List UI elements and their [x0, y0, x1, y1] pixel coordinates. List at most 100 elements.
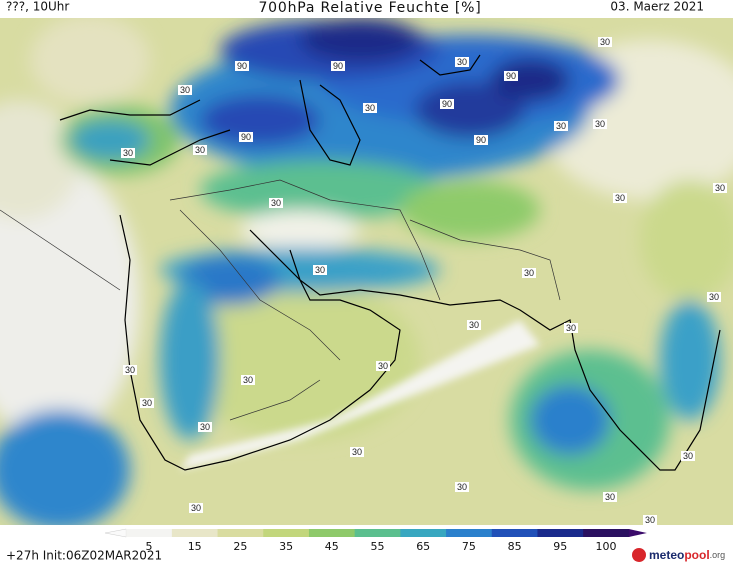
header-left: ???, 10Uhr [6, 0, 69, 14]
brand-org: .org [710, 550, 726, 560]
contour-label: 30 [191, 503, 201, 513]
colorbar-segment [583, 529, 630, 537]
colorbar-tick-label: 95 [553, 540, 567, 553]
contour-label-box [363, 103, 377, 113]
contour-label: 30 [556, 121, 566, 131]
colorbar-segment [537, 529, 584, 537]
colorbar-segment [400, 529, 447, 537]
header-right: 03. Maerz 2021 [610, 0, 704, 14]
contour-label-box [331, 61, 345, 71]
colorbar-tick-label: 100 [596, 540, 617, 553]
colorbar-segment [446, 529, 493, 537]
contour-label: 30 [615, 193, 625, 203]
colorbar-tick-label: 25 [233, 540, 247, 553]
brand-icon [632, 548, 646, 562]
contour-label-box [554, 121, 568, 131]
colorbar-segment [126, 529, 173, 537]
brand-meteo: meteo [649, 548, 684, 562]
contour-label-box [467, 320, 481, 330]
contour-label-box [140, 398, 154, 408]
colorbar-segment [171, 529, 219, 537]
contour-label: 90 [333, 61, 343, 71]
contour-label-box [235, 61, 249, 71]
contour-label-box [455, 57, 469, 67]
contour-label-box [198, 422, 212, 432]
contour-label: 30 [378, 361, 388, 371]
contour-label: 90 [506, 71, 516, 81]
colorbar-segment [491, 529, 538, 537]
contour-label: 30 [683, 451, 693, 461]
contour-label: 30 [271, 198, 281, 208]
contour-label-box [681, 451, 695, 461]
contour-label: 30 [715, 183, 725, 193]
contour-label: 30 [142, 398, 152, 408]
contour-label: 30 [645, 515, 655, 525]
map: 90 90 90 90 90 90 30 30 30 30 30 30 30 30 30 30 30 30 30 30… [0, 18, 733, 525]
contour-label: 30 [195, 145, 205, 155]
contour-label-box [593, 119, 607, 129]
contour-label-box [313, 265, 327, 275]
contour-label: 30 [457, 57, 467, 67]
dry-streak [180, 320, 540, 470]
contour-label: 30 [566, 323, 576, 333]
contour-label-box [598, 37, 612, 47]
contour-label-box [189, 503, 203, 513]
contour-label-box [643, 515, 657, 525]
colorbar-segment [217, 529, 264, 537]
contour-label: 90 [241, 132, 251, 142]
colorbar-tick-label: 85 [508, 540, 522, 553]
contour-label: 30 [123, 148, 133, 158]
contour-label-box [376, 361, 390, 371]
colorbar-tick-label: 65 [416, 540, 430, 553]
colorbar-tick-label: 5 [146, 540, 153, 553]
contour-label-box [707, 292, 721, 302]
contour-label: 30 [243, 375, 253, 385]
title: 700hPa Relative Feuchte [%] [258, 0, 481, 16]
colorbar-tick-label: 75 [462, 540, 476, 553]
contour-label-box [350, 447, 364, 457]
colorbar-tick-label: 35 [279, 540, 293, 553]
contour-label: 90 [442, 99, 452, 109]
contour-label-box [269, 198, 283, 208]
contour-label-box [241, 375, 255, 385]
contour-label-box [713, 183, 727, 193]
colorbar-segment [308, 529, 356, 537]
colorbar-tick-label: 15 [188, 540, 202, 553]
run-info: +27h Init:06Z02MAR2021 [6, 549, 162, 563]
contour-label-box [193, 145, 207, 155]
contour-label: 30 [524, 268, 534, 278]
contour-label-box [121, 148, 135, 158]
brand-pool: pool [684, 548, 709, 562]
contour-label: 30 [352, 447, 362, 457]
colorbar-segment [354, 529, 401, 537]
contour-label-box [603, 492, 617, 502]
contour-label: 30 [469, 320, 479, 330]
contour-label-box [123, 365, 137, 375]
contour-label: 30 [125, 365, 135, 375]
contour-label: 30 [595, 119, 605, 129]
colorbar-right-end [628, 529, 647, 537]
borders [0, 179, 561, 421]
brand: meteopool.org [632, 548, 725, 562]
contour-label: 90 [237, 61, 247, 71]
colorbar-segment [263, 529, 310, 537]
contour-label: 90 [476, 135, 486, 145]
colorbar: 5 15 25 35 45 55 65 75 85 95 100 [104, 528, 647, 553]
contour-label: 30 [365, 103, 375, 113]
contour-label-box [474, 135, 488, 145]
contour-label: 30 [457, 482, 467, 492]
contour-label-box [504, 71, 518, 81]
contour-label: 30 [709, 292, 719, 302]
contour-label-box [239, 132, 253, 142]
contour-label-box [178, 85, 192, 95]
contour-label: 30 [180, 85, 190, 95]
contour-label: 30 [605, 492, 615, 502]
contour-label-box [440, 99, 454, 109]
contour-label: 30 [315, 265, 325, 275]
brand-text: meteopool.org [649, 548, 725, 562]
contour-label-box [455, 482, 469, 492]
contour-label: 30 [200, 422, 210, 432]
